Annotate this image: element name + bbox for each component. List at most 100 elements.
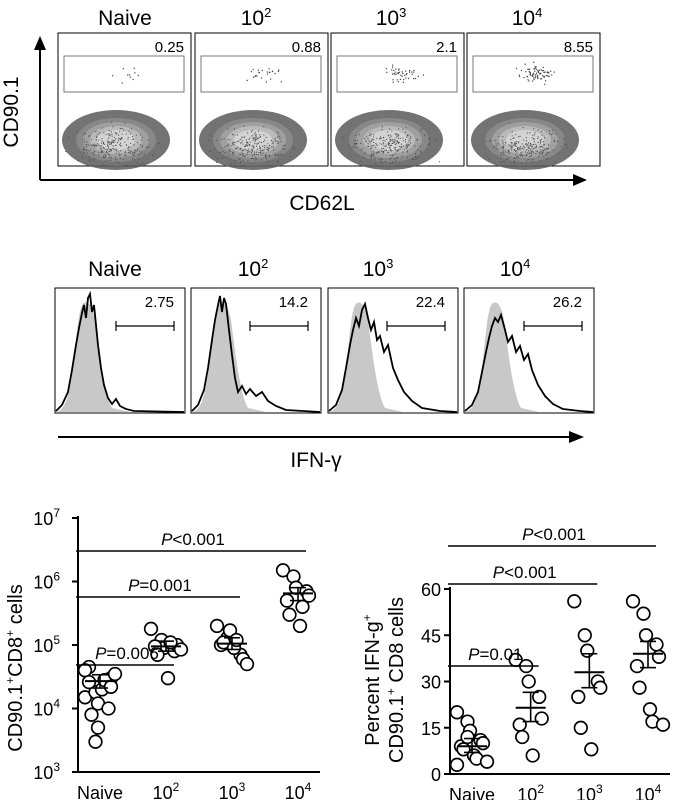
event-dot [127,149,129,151]
gated-event-dot [533,68,535,70]
event-dot [215,139,217,141]
event-dot [132,152,134,154]
event-dot [95,145,97,147]
data-point [577,628,592,643]
event-dot [125,144,127,146]
y-tick-label: 107 [33,506,60,529]
event-dot [389,146,391,148]
event-dot [531,161,533,163]
event-dot [107,143,109,145]
data-point [275,563,291,578]
y-tick-label: 104 [33,697,60,720]
event-dot [379,143,381,145]
event-dot [120,138,122,140]
event-dot [247,160,249,162]
event-dot [262,145,264,147]
gate-value: 8.55 [564,39,593,56]
event-dot [521,162,522,164]
event-dot [406,147,408,149]
event-dot [563,143,565,145]
event-dot [105,148,107,150]
data-point [534,711,549,726]
event-dot [540,151,542,153]
event-dot [115,150,117,152]
event-dot [219,152,221,153]
gated-event-dot [417,75,419,77]
flow-x-label: CD62L [289,192,354,215]
event-dot [252,157,254,159]
event-dot [222,157,224,159]
event-dot [108,141,110,143]
event-dot [261,142,262,143]
gated-event-dot [256,75,258,77]
event-dot [399,137,401,139]
event-dot [397,149,399,151]
y-tick-label: 106 [33,570,60,593]
event-dot [272,146,274,148]
event-dot [508,157,510,159]
event-dot [497,148,499,150]
hist-gate-value: 26.2 [553,294,582,311]
event-dot [398,137,399,139]
event-dot [396,150,398,152]
event-dot [277,160,279,162]
event-dot [101,150,103,152]
event-dot [93,151,95,153]
gated-event-dot [401,71,403,73]
gated-event-dot [543,71,545,74]
event-dot [111,133,113,135]
event-dot [265,155,266,157]
event-dot [533,141,535,143]
event-dot [541,134,543,136]
event-dot [387,144,389,146]
gated-event-dot [405,77,407,79]
data-point [638,628,654,643]
event-dot [108,160,110,162]
gated-event-dot [540,72,542,74]
gated-event-dot [137,74,139,77]
event-dot [247,143,249,145]
event-dot [511,131,513,133]
event-dot [420,129,421,131]
event-dot [89,160,91,162]
event-dot [105,155,107,157]
event-dot [279,138,281,140]
gated-event-dot [526,75,528,78]
event-dot [503,147,504,148]
event-dot [530,150,532,152]
event-dots [65,67,160,166]
gated-event-dot [400,74,402,76]
gated-event-dot [398,69,400,71]
event-dot [241,152,243,154]
event-dot [397,134,399,135]
gated-event-dot [534,75,536,77]
event-dot [526,143,528,145]
data-point [222,623,238,638]
event-dot [402,137,404,139]
event-dot [552,164,554,166]
event-dot [389,137,391,139]
event-dot [256,143,258,145]
event-dot [254,142,256,144]
event-dot [371,138,373,140]
event-dot [119,155,121,157]
event-dot [532,145,533,147]
event-dot [502,140,504,142]
event-dot [274,153,276,155]
event-dot [255,159,257,161]
event-dot [386,138,388,140]
event-dot [381,150,383,152]
event-dot [403,148,405,150]
event-dot [251,148,253,150]
event-dot [256,138,258,140]
event-dot [268,155,270,157]
event-dot [368,140,370,142]
event-dot [353,143,355,145]
event-dot [98,154,100,156]
event-dot [77,131,79,133]
event-dot [232,142,234,144]
event-dot [254,132,256,134]
event-dot [251,131,253,133]
event-dot [216,161,218,163]
x-tick-label: 104 [635,782,662,800]
